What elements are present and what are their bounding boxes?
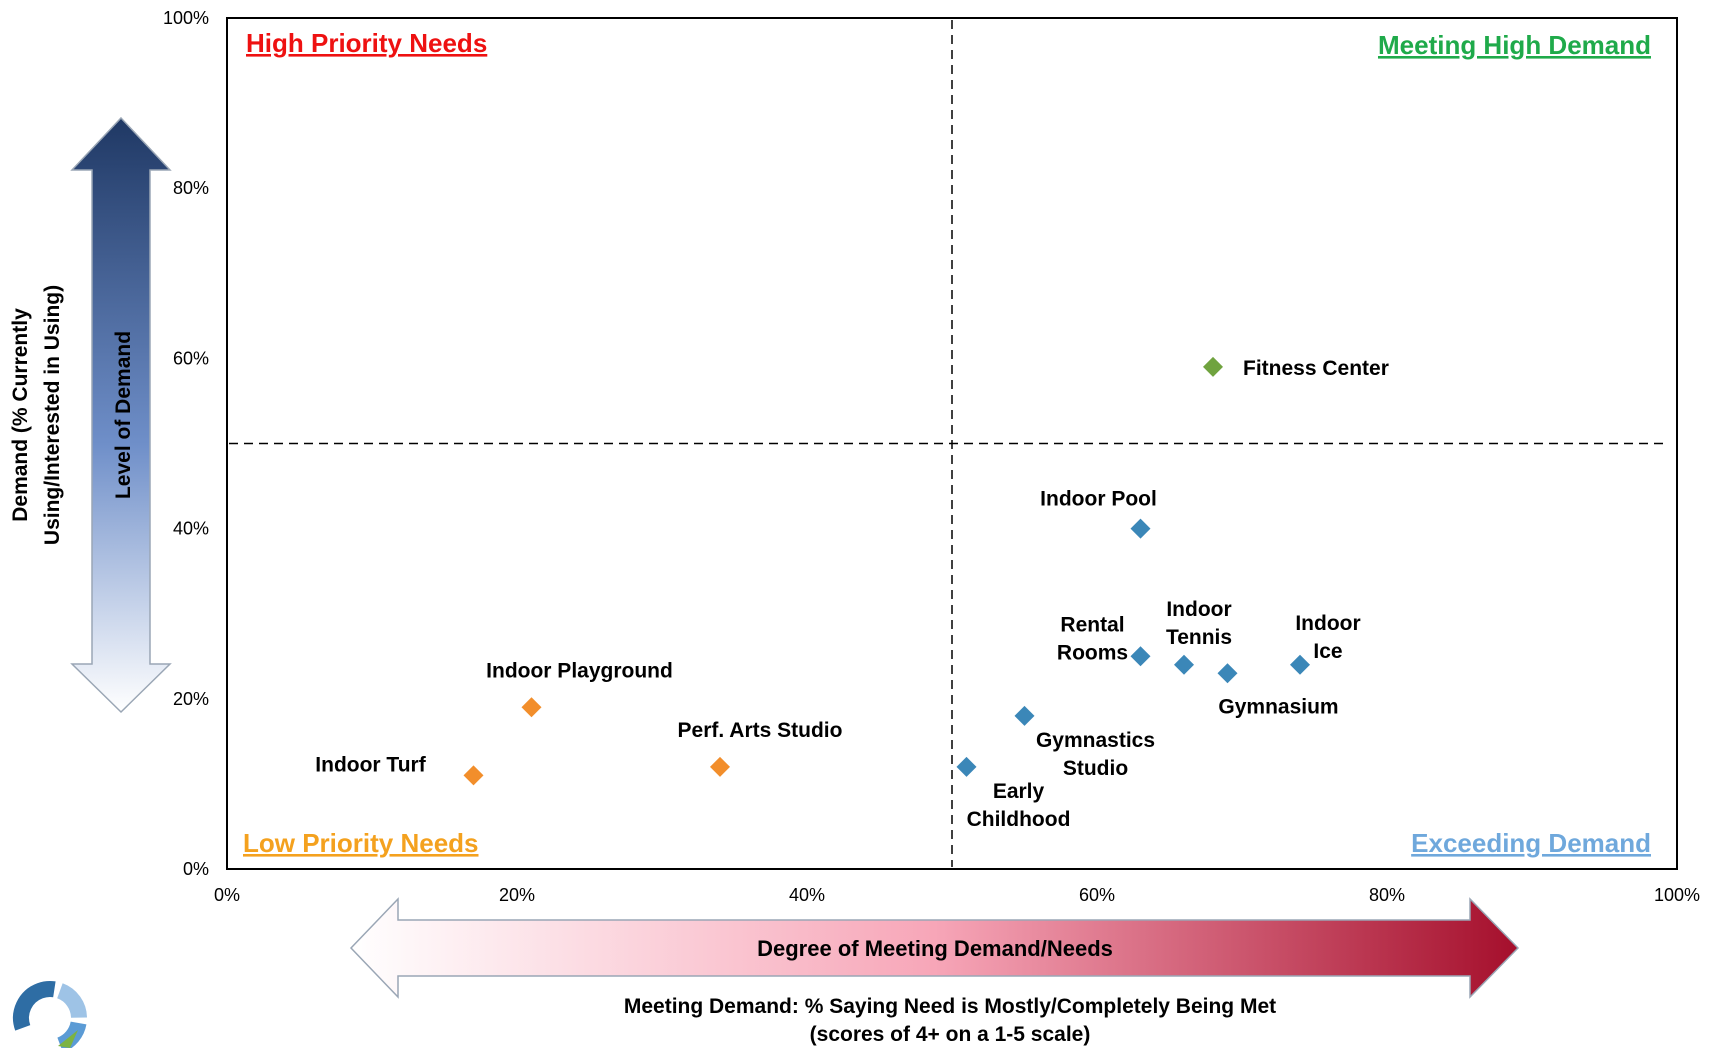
data-point-marker bbox=[1290, 654, 1310, 675]
data-point-label: Gymnastics Studio bbox=[1036, 729, 1155, 780]
y-tick-label: 40% bbox=[173, 519, 209, 539]
meeting-demand-arrow-label: Degree of Meeting Demand/Needs bbox=[757, 936, 1113, 961]
y-tick-label: 60% bbox=[173, 348, 209, 368]
data-point-marker bbox=[1014, 705, 1035, 726]
data-point-label: Gymnasium bbox=[1218, 695, 1338, 718]
data-point-marker bbox=[1174, 654, 1194, 675]
data-point-marker bbox=[1130, 518, 1151, 539]
level-of-demand-label: Level of Demand bbox=[112, 331, 135, 499]
data-point-marker bbox=[1217, 663, 1238, 684]
data-point-label: Early Childhood bbox=[967, 780, 1071, 831]
data-point-label: Perf. Arts Studio bbox=[678, 719, 843, 742]
data-point-label: Indoor Tennis bbox=[1166, 598, 1232, 649]
level-of-demand-arrow bbox=[70, 116, 172, 714]
data-point-label: Indoor Pool bbox=[1040, 488, 1157, 511]
data-point-label: Indoor Playground bbox=[486, 659, 673, 682]
data-points: Fitness Center Indoor Pool Rental Rooms Indo… bbox=[315, 356, 1389, 831]
data-point-marker bbox=[463, 765, 484, 786]
y-tick-label: 100% bbox=[163, 8, 209, 28]
data-point-label: Indoor Turf bbox=[315, 753, 426, 776]
y-tick-label: 80% bbox=[173, 178, 209, 198]
quadrant-label-low-priority: Low Priority Needs bbox=[243, 828, 479, 858]
x-tick-labels: 0% 20% 40% 60% 80% 100% bbox=[214, 885, 1700, 905]
data-point-marker bbox=[521, 697, 542, 718]
data-point-label: Fitness Center bbox=[1243, 357, 1389, 380]
data-point-label: Indoor Ice bbox=[1295, 612, 1360, 663]
quadrant-label-exceeding-demand: Exceeding Demand bbox=[1411, 828, 1651, 858]
data-point-marker bbox=[1203, 356, 1223, 377]
x-tick-label: 60% bbox=[1079, 885, 1115, 905]
x-tick-label: 20% bbox=[499, 885, 535, 905]
y-tick-label: 0% bbox=[183, 859, 209, 879]
meeting-demand-arrow bbox=[349, 897, 1520, 999]
data-point-marker bbox=[1130, 646, 1151, 667]
y-tick-labels: 0% 20% 40% 60% 80% 100% bbox=[163, 8, 209, 879]
y-axis-title-line2: Using/Interested in Using) bbox=[41, 285, 64, 545]
x-tick-label: 0% bbox=[214, 885, 240, 905]
y-axis-title-line1: Demand (% Currently bbox=[9, 308, 32, 522]
x-tick-label: 80% bbox=[1369, 885, 1405, 905]
quadrant-label-meeting-high-demand: Meeting High Demand bbox=[1378, 30, 1651, 60]
quadrant-label-high-priority: High Priority Needs bbox=[246, 28, 487, 58]
data-point-label: Rental Rooms bbox=[1057, 613, 1128, 664]
x-tick-label: 40% bbox=[789, 885, 825, 905]
x-axis-title-line1: Meeting Demand: % Saying Need is Mostly/… bbox=[624, 995, 1276, 1018]
company-logo bbox=[13, 980, 87, 1048]
x-tick-label: 100% bbox=[1654, 885, 1700, 905]
data-point-marker bbox=[956, 756, 977, 777]
x-axis-title-line2: (scores of 4+ on a 1-5 scale) bbox=[810, 1023, 1091, 1046]
data-point-marker bbox=[710, 756, 730, 777]
y-tick-label: 20% bbox=[173, 689, 209, 709]
